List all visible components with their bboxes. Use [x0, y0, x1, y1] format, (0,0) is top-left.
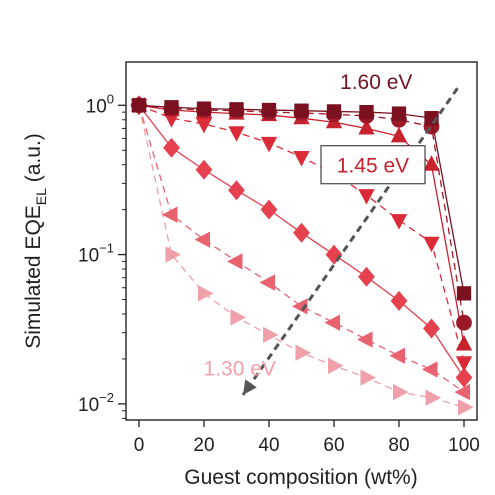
- x-tick-label: 40: [258, 435, 279, 456]
- series-diamond: [130, 95, 473, 388]
- data-point-diamond: [163, 137, 180, 158]
- y-axis-title-unit: (a.u.): [22, 133, 45, 188]
- data-point-diamond: [358, 266, 375, 287]
- data-point-square: [359, 104, 374, 120]
- data-point-circle: [456, 314, 472, 331]
- data-point-triangle-left: [227, 253, 243, 270]
- data-point-diamond: [195, 159, 213, 180]
- data-point-square: [131, 98, 147, 113]
- series-layer: [129, 95, 474, 416]
- y-axis-title: Simulated EQEEL (a.u.): [22, 133, 49, 349]
- y-tick-base: 10: [78, 246, 99, 267]
- data-point-triangle-right: [457, 399, 474, 416]
- series-triangle-down: [130, 99, 473, 372]
- x-axis-title: Guest composition (wt%): [184, 466, 417, 489]
- y-tick-label: 100: [86, 91, 114, 117]
- data-point-diamond: [455, 367, 473, 388]
- x-tick-label: 60: [323, 435, 344, 456]
- data-point-diamond: [390, 290, 408, 311]
- data-point-diamond: [325, 244, 343, 265]
- data-point-diamond: [228, 180, 245, 201]
- data-point-triangle-up: [455, 334, 473, 351]
- data-point-square: [229, 102, 244, 117]
- data-point-triangle-left: [162, 206, 178, 223]
- annotation-box: [320, 145, 426, 185]
- y-tick-label: 10−1: [78, 241, 114, 267]
- data-point-triangle-down: [195, 117, 213, 134]
- data-point-triangle-left: [422, 361, 438, 378]
- y-axis-title-main: Simulated EQE: [22, 205, 45, 349]
- data-point-triangle-right: [230, 309, 246, 326]
- data-point-triangle-down: [260, 136, 278, 153]
- data-point-triangle-down: [455, 356, 473, 372]
- data-point-triangle-left: [389, 347, 406, 364]
- series-line: [138, 104, 465, 294]
- x-axis: 0 20 40 60 80 100: [134, 420, 480, 456]
- x-tick-label: 0: [134, 435, 145, 456]
- data-point-triangle-right: [295, 344, 311, 361]
- annotations: 1.60 eV 1.45 eV 1.30 eV: [204, 71, 426, 381]
- data-point-triangle-left: [454, 383, 471, 401]
- y-tick-label: 10−2: [78, 390, 114, 416]
- x-tick-label: 20: [193, 435, 214, 456]
- data-point-triangle-down: [228, 126, 245, 142]
- data-point-triangle-right: [425, 389, 441, 406]
- y-tick-base: 10: [86, 96, 107, 117]
- series-circle: [131, 97, 472, 331]
- data-point-triangle-right: [165, 246, 181, 263]
- data-point-diamond: [423, 318, 440, 339]
- annotation-label: 1.60 eV: [340, 71, 412, 94]
- trend-arrow-shaft: [241, 87, 459, 396]
- data-point-square: [164, 100, 179, 115]
- data-point-triangle-up: [423, 155, 440, 171]
- y-axis-title-sub: EL: [33, 188, 49, 205]
- data-point-triangle-left: [357, 331, 373, 348]
- data-point-triangle-left: [194, 231, 211, 248]
- series-triangle-right: [132, 97, 474, 416]
- annotation-label: 1.45 eV: [337, 155, 409, 178]
- data-point-triangle-right: [327, 357, 344, 374]
- data-point-triangle-right: [360, 369, 376, 386]
- data-point-square: [326, 104, 342, 119]
- data-point-square: [456, 286, 472, 301]
- data-point-triangle-right: [262, 326, 279, 344]
- data-point-square: [261, 102, 277, 118]
- data-point-diamond: [293, 222, 310, 243]
- data-point-square: [391, 106, 407, 121]
- data-point-triangle-right: [197, 285, 214, 302]
- data-point-square: [196, 101, 212, 116]
- data-point-triangle-right: [392, 383, 409, 401]
- y-tick-base: 10: [78, 395, 99, 416]
- trend-arrow: [241, 87, 459, 396]
- data-point-diamond: [260, 199, 278, 220]
- data-point-triangle-down: [293, 151, 310, 167]
- annotation-label: 1.30 eV: [204, 358, 276, 381]
- x-tick-label: 80: [388, 435, 409, 456]
- data-point-triangle-left: [324, 314, 341, 331]
- y-tick-exponent: −2: [99, 390, 114, 405]
- y-tick-exponent: −1: [99, 241, 114, 256]
- y-tick-exponent: 0: [107, 91, 114, 106]
- x-tick-label: 100: [448, 435, 480, 456]
- plot-frame: [125, 61, 478, 421]
- data-point-square: [294, 103, 309, 118]
- data-point-triangle-down: [390, 214, 408, 230]
- data-point-triangle-down: [423, 236, 440, 253]
- trend-arrow-head: [243, 379, 257, 395]
- series-square: [131, 98, 472, 301]
- series-line: [138, 104, 465, 323]
- data-point-triangle-up: [390, 126, 408, 143]
- data-point-triangle-up: [358, 118, 375, 135]
- data-point-triangle-left: [259, 274, 276, 291]
- data-point-triangle-down: [358, 189, 375, 205]
